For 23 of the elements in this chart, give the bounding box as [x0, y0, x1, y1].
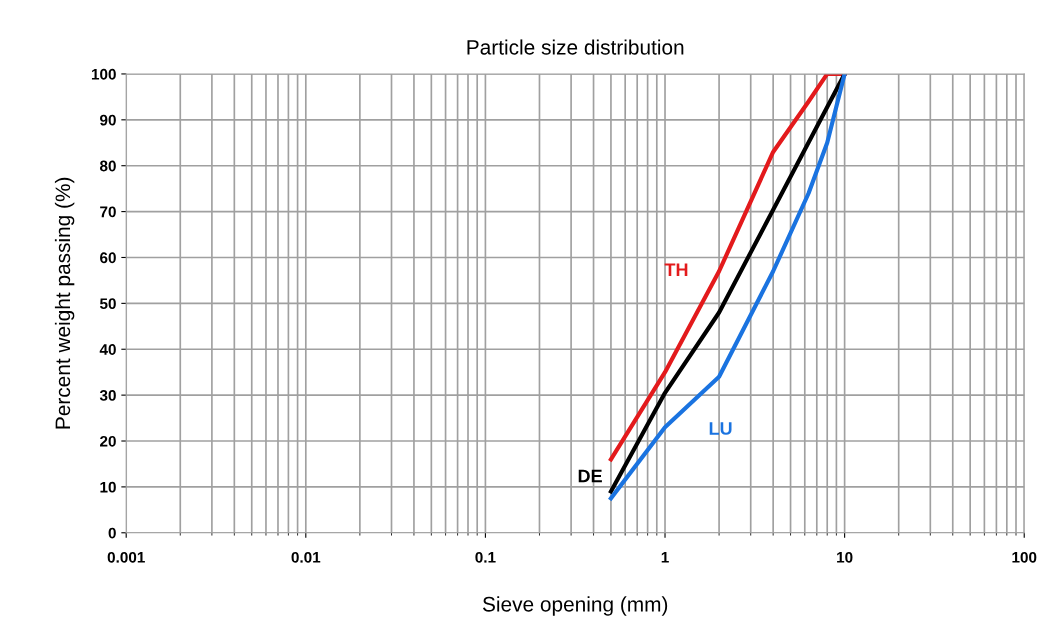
chart-title: Particle size distribution — [467, 39, 684, 55]
x-tick-label: 10 — [837, 551, 853, 563]
x-tick-label: 0.001 — [107, 551, 145, 563]
y-tick-label: 40 — [99, 344, 116, 355]
x-tick-label: 1 — [661, 552, 669, 563]
y-tick-label: 50 — [99, 298, 116, 310]
y-tick-label: 10 — [100, 481, 116, 493]
y-axis-title: Percent weight passing (%) — [54, 177, 75, 429]
y-tick-label: 20 — [100, 435, 116, 447]
x-tick-label: 100 — [1012, 551, 1037, 563]
y-tick-label: 100 — [91, 68, 116, 80]
y-tick-label: 30 — [99, 389, 116, 401]
y-tick-label: 80 — [99, 160, 116, 172]
x-tick-label: 0.1 — [475, 551, 496, 563]
series-label: TH — [664, 263, 688, 276]
series-label: LU — [709, 422, 732, 435]
y-tick-label: 60 — [100, 252, 116, 264]
y-tick-label: 90 — [100, 114, 116, 126]
x-tick-label: 0.01 — [291, 551, 321, 563]
x-axis-title: Sieve opening (mm) — [482, 596, 668, 616]
y-tick-label: 70 — [100, 206, 116, 218]
series-label: DE — [578, 469, 602, 483]
y-tick-label: 0 — [108, 527, 116, 539]
